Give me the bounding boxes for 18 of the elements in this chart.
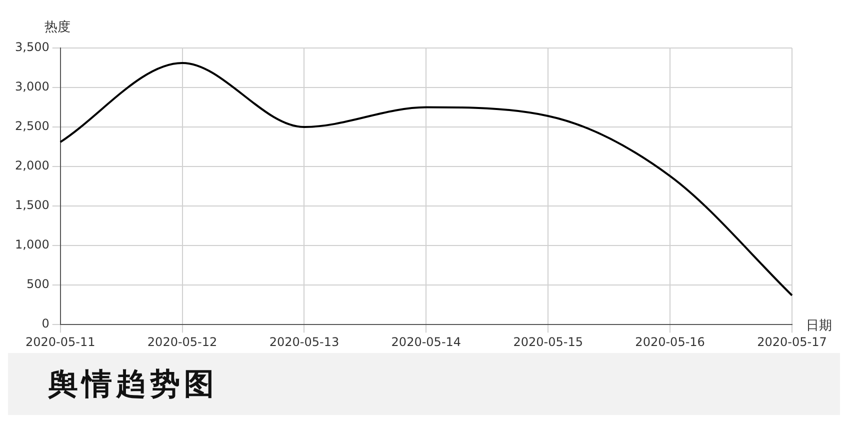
y-axis-title: 热度 [44, 18, 70, 35]
x-tick-label: 2020-05-13 [269, 334, 340, 349]
y-tick-label: 1,500 [14, 198, 50, 212]
y-tick-label: 1,000 [14, 238, 50, 252]
y-tick-label: 500 [26, 277, 50, 292]
x-tick-label: 2020-05-17 [757, 334, 827, 349]
y-tick-label: 3,000 [14, 80, 50, 94]
x-tick-label: 2020-05-16 [635, 334, 705, 349]
x-tick-label: 2020-05-15 [513, 334, 583, 349]
x-tick-label: 2020-05-11 [25, 334, 96, 349]
x-axis-title: 日期 [806, 318, 832, 334]
y-tick-label: 3,500 [14, 40, 50, 54]
y-tick-label: 2,000 [14, 158, 50, 173]
y-tick-label: 0 [42, 316, 50, 331]
text: 舆情趋势图 [48, 366, 218, 404]
x-tick-label: 2020-05-14 [391, 334, 462, 349]
y-tick-label: 2,500 [14, 119, 50, 134]
x-tick-label: 2020-05-12 [147, 334, 218, 349]
